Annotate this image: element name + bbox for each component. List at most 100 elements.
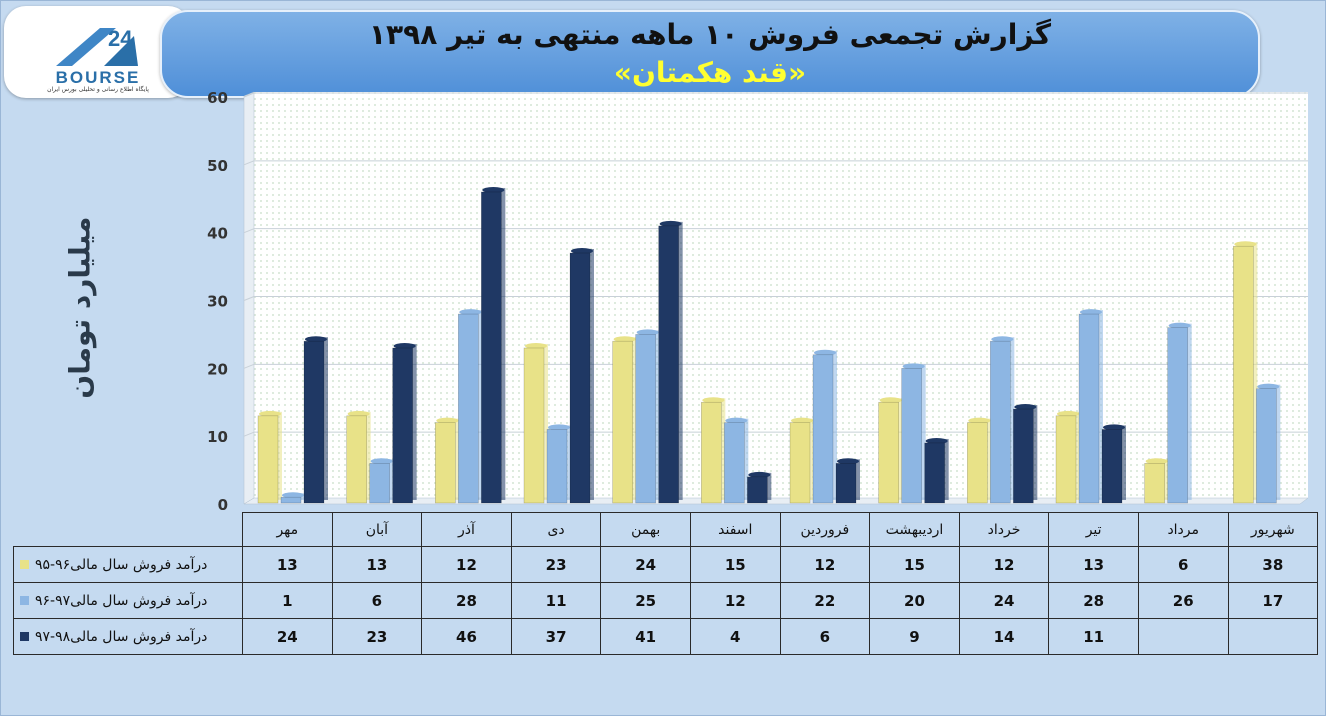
bar-face bbox=[392, 347, 413, 504]
data-label: 28 bbox=[1048, 582, 1139, 619]
bar bbox=[1078, 309, 1103, 504]
data-label: 24 bbox=[242, 618, 333, 655]
bar bbox=[1013, 404, 1038, 504]
data-label: 12 bbox=[958, 546, 1050, 583]
chart-subtitle: «قند هکمتان» bbox=[613, 56, 807, 89]
logo-mark-text: 24 bbox=[108, 26, 133, 51]
legend-entry: درآمد فروش سال مالی۹۷-۹۶ bbox=[13, 582, 243, 619]
data-label: 24 bbox=[600, 546, 691, 583]
bar bbox=[346, 410, 371, 504]
bar bbox=[392, 342, 417, 504]
bar-face bbox=[924, 442, 945, 504]
bar bbox=[1101, 424, 1126, 504]
bar-face bbox=[1144, 462, 1165, 504]
x-tick-label: تیر bbox=[1048, 512, 1139, 547]
logo-wordmark: BOURSE bbox=[55, 68, 141, 87]
x-tick-label: آذر bbox=[421, 512, 512, 547]
bar-top bbox=[837, 458, 859, 465]
bar-face bbox=[435, 422, 456, 504]
bar-top bbox=[393, 342, 416, 349]
bar-face bbox=[789, 422, 811, 504]
bar bbox=[701, 397, 726, 504]
gridline-diag bbox=[243, 296, 255, 301]
bar-face bbox=[724, 422, 745, 504]
x-tick-label: آبان bbox=[331, 512, 423, 547]
data-label: 11 bbox=[510, 582, 602, 619]
bar-face bbox=[612, 340, 633, 504]
data-label: 12 bbox=[689, 582, 781, 619]
bar bbox=[967, 417, 992, 504]
bar-top bbox=[925, 437, 948, 444]
bar bbox=[369, 458, 394, 504]
table-corner bbox=[13, 512, 243, 547]
bar bbox=[303, 336, 328, 504]
bar-top bbox=[968, 417, 991, 424]
bar-top bbox=[1057, 410, 1079, 417]
bar-face bbox=[1078, 313, 1100, 504]
data-label: 25 bbox=[600, 582, 691, 619]
bar bbox=[1144, 458, 1169, 504]
data-label: 37 bbox=[510, 618, 602, 655]
y-tick-label: 50 bbox=[207, 157, 228, 175]
legend-label: درآمد فروش سال مالی۹۷-۹۶ bbox=[35, 592, 208, 609]
bar-face bbox=[280, 496, 302, 504]
x-tick-label: فروردین bbox=[779, 512, 871, 547]
bar-face bbox=[1167, 327, 1188, 504]
bar-top bbox=[347, 410, 370, 417]
bar bbox=[280, 492, 305, 504]
data-label: 13 bbox=[1048, 546, 1139, 583]
bourse24-logo: 24 BOURSE پایگاه اطلاع رسانی و تحلیلی بو… bbox=[4, 6, 190, 98]
bar bbox=[789, 417, 814, 504]
data-label: 1 bbox=[242, 582, 333, 619]
data-label: 20 bbox=[869, 582, 960, 619]
bar bbox=[924, 437, 949, 504]
data-label: 15 bbox=[689, 546, 781, 583]
bar-top bbox=[748, 471, 771, 478]
bar bbox=[1256, 383, 1281, 504]
bar-face bbox=[369, 462, 390, 504]
bar bbox=[635, 329, 660, 504]
bar-face bbox=[835, 462, 857, 504]
data-label: 15 bbox=[869, 546, 960, 583]
x-tick-label: دی bbox=[510, 512, 602, 547]
bar-face bbox=[1055, 415, 1077, 504]
bar-chart: 0 10 20 30 40 50 60 bbox=[207, 89, 1309, 512]
bar-face bbox=[1013, 408, 1034, 504]
x-tick-label: شهریور bbox=[1227, 512, 1319, 547]
bar-top bbox=[791, 417, 813, 424]
x-tick-label: بهمن bbox=[600, 512, 691, 547]
data-label: 14 bbox=[958, 618, 1050, 655]
bar-top bbox=[1257, 383, 1280, 390]
bar-top bbox=[571, 248, 593, 255]
bar-top bbox=[702, 397, 725, 404]
bar-face bbox=[523, 347, 545, 504]
gridline-diag bbox=[243, 228, 255, 234]
data-label: 46 bbox=[421, 618, 512, 655]
data-label: 13 bbox=[331, 546, 423, 583]
y-tick-label: 0 bbox=[218, 496, 228, 512]
bar-top bbox=[1014, 404, 1037, 411]
bar-top bbox=[1145, 458, 1168, 465]
x-tick-label: اسفند bbox=[689, 512, 781, 547]
bar-face bbox=[569, 252, 591, 504]
legend-label: درآمد فروش سال مالی۹۸-۹۷ bbox=[35, 628, 208, 645]
bar-face bbox=[812, 354, 834, 504]
x-tick-label: مرداد bbox=[1137, 512, 1229, 547]
bar-top bbox=[1234, 241, 1257, 248]
bar bbox=[901, 363, 926, 504]
bar-face bbox=[1233, 245, 1254, 504]
bar bbox=[569, 248, 594, 504]
bar-face bbox=[1256, 388, 1277, 504]
bar-face bbox=[635, 334, 656, 504]
bar-face bbox=[658, 225, 679, 504]
floor bbox=[243, 497, 1309, 505]
y-tick-label: 20 bbox=[207, 360, 228, 378]
data-label: 22 bbox=[779, 582, 871, 619]
bar bbox=[878, 397, 903, 504]
data-label: 23 bbox=[510, 546, 602, 583]
bar bbox=[257, 410, 282, 504]
data-label: 17 bbox=[1227, 582, 1319, 619]
x-tick-label: مهر bbox=[242, 512, 333, 547]
bar-top bbox=[1168, 322, 1191, 329]
bar-top bbox=[482, 186, 505, 193]
